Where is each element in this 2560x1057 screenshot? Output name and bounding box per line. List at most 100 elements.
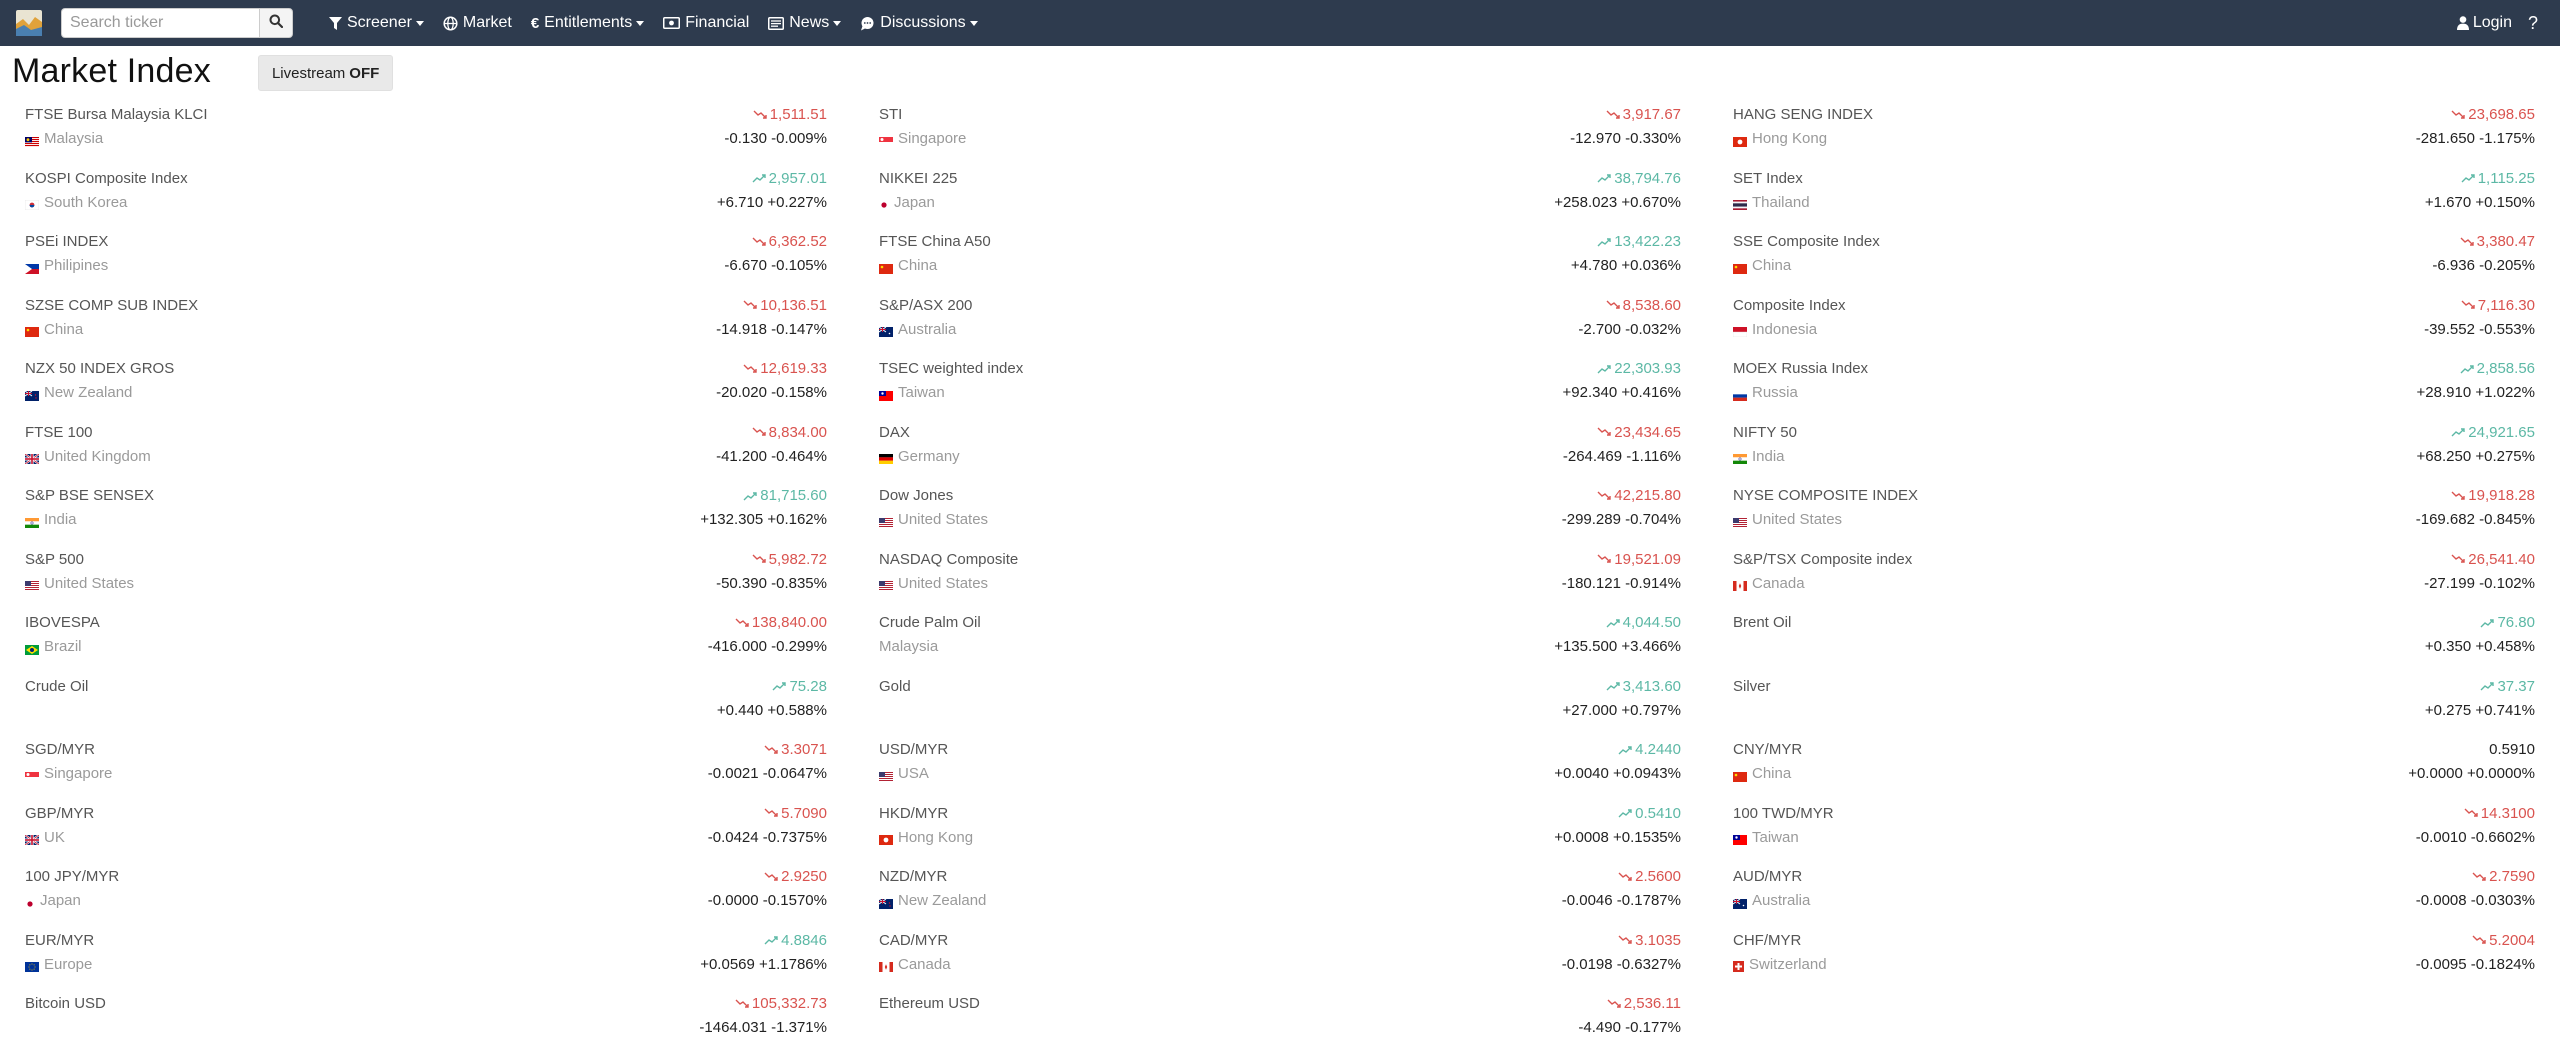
market-name[interactable]: Crude Oil — [25, 677, 89, 695]
market-item[interactable]: S&P/ASX 200 Australia 8,538.60 -2.700 -0.03… — [878, 295, 1681, 359]
market-name[interactable]: NIKKEI 225 — [879, 169, 958, 187]
market-item[interactable]: Brent Oil 76.80 +0.350 +0.458% — [1733, 612, 2535, 676]
market-item[interactable]: Silver 37.37 +0.275 +0.741% — [1733, 676, 2535, 740]
livestream-toggle[interactable]: Livestream OFF — [257, 55, 394, 91]
market-name[interactable]: MOEX Russia Index — [1733, 360, 1869, 377]
market-name[interactable]: NIFTY 50 — [1733, 423, 1797, 441]
market-item[interactable]: FTSE China A50 China 13,422.23 +4.780 +0.03… — [879, 231, 1681, 295]
market-name[interactable]: Brent Oil — [1733, 614, 1792, 631]
market-item[interactable]: MOEX Russia Index Russia 2,858.56 +28.910 +… — [1733, 358, 2535, 422]
market-item[interactable]: SSE Composite Index China 3,380.47 -6.936 -… — [1733, 231, 2535, 295]
market-name[interactable]: PSEi INDEX — [25, 233, 109, 250]
market-name[interactable]: SSE Composite Index — [1733, 233, 1880, 250]
market-name[interactable]: HANG SENG INDEX — [1733, 106, 1874, 123]
market-item[interactable]: EUR/MYR Europe 4.8846 +0.0569 +1.1786% — [25, 930, 827, 994]
market-item[interactable]: NYSE COMPOSITE INDEX United States 19,918.… — [1733, 485, 2535, 549]
nav-discussions[interactable]: Discussions — [860, 0, 978, 46]
market-name[interactable]: Bitcoin USD — [25, 995, 106, 1012]
market-name[interactable]: 100 TWD/MYR — [1733, 804, 1834, 822]
market-item[interactable]: Crude Oil 75.28 +0.440 +0.588% — [25, 676, 827, 740]
search-button[interactable] — [259, 8, 293, 38]
market-item[interactable]: CHF/MYR Switzerland 5.2004 -0.0095 -0.1824% — [1733, 930, 2535, 994]
market-item[interactable]: USD/MYR USA 4.2440 +0.0040 +0.0943% — [879, 739, 1681, 803]
market-name[interactable]: CAD/MYR — [879, 931, 949, 949]
market-item[interactable]: DAX Germany 23,434.65 -264.469 -1.116% — [879, 422, 1681, 486]
market-item[interactable]: HKD/MYR Hong Kong 0.5410 +0.0008 +0.1535% — [879, 803, 1681, 867]
market-name[interactable]: NYSE COMPOSITE INDEX — [1733, 487, 1919, 504]
market-item[interactable]: PSEi INDEX Philipines 6,362.52 -6.670 -0.10… — [25, 231, 827, 295]
market-item[interactable]: S&P 500 United States 5,982.72 -50.390 -0.8… — [25, 549, 827, 613]
market-item[interactable]: 100 JPY/MYR Japan 2.9250 -0.0000 -0.1570% — [25, 866, 827, 930]
market-name[interactable]: GBP/MYR — [25, 804, 95, 822]
market-item[interactable]: Crude Palm Oil Malaysia 4,044.50 +135.500 +… — [879, 612, 1681, 676]
market-item[interactable]: Bitcoin USD 105,332.73 -1464.031 -1.371% — [25, 993, 827, 1057]
market-name[interactable]: FTSE 100 — [25, 423, 93, 441]
market-item[interactable]: NIKKEI 225 Japan 38,794.76 +258.023 +0.670% — [879, 168, 1681, 232]
nav-financial[interactable]: Financial — [663, 0, 749, 46]
market-item[interactable]: NZD/MYR New Zealand 2.5600 -0.0046 -0.1787% — [878, 866, 1681, 930]
search-input[interactable] — [61, 8, 259, 38]
market-item[interactable]: Ethereum USD 2,536.11 -4.490 -0.177% — [879, 993, 1681, 1057]
login-link[interactable]: Login — [2456, 14, 2512, 32]
market-name[interactable]: Silver — [1733, 677, 1771, 695]
market-item[interactable]: S&P/TSX Composite index Canada 26,541.40 -2… — [1733, 549, 2535, 613]
nav-news[interactable]: News — [768, 0, 842, 46]
site-logo[interactable] — [16, 10, 42, 36]
market-item[interactable]: 100 TWD/MYR Taiwan 14.3100 -0.0010 -0.6602% — [1733, 803, 2535, 867]
market-name[interactable]: IBOVESPA — [25, 614, 100, 631]
market-name[interactable]: S&P 500 — [25, 550, 84, 568]
market-item[interactable]: CAD/MYR Canada 3.1035 -0.0198 -0.6327% — [879, 930, 1681, 994]
market-name[interactable]: 100 JPY/MYR — [25, 868, 120, 885]
market-item[interactable]: S&P BSE SENSEX India 81,715.60 +132.305 +0.… — [25, 485, 827, 549]
market-name[interactable]: AUD/MYR — [1733, 868, 1803, 885]
market-item[interactable]: Dow Jones United States 42,215.80 -299.289 … — [879, 485, 1681, 549]
market-name[interactable]: USD/MYR — [879, 741, 949, 758]
market-item[interactable]: CNY/MYR China 0.5910 +0.0000 +0.0000% — [1733, 739, 2535, 803]
market-item[interactable]: GBP/MYR UK 5.7090 -0.0424 -0.7375% — [24, 803, 827, 867]
market-item[interactable]: FTSE 100 United Kingdom 8,834.00 -41.200 -0… — [24, 422, 827, 486]
market-name[interactable]: Ethereum USD — [879, 995, 980, 1012]
market-name[interactable]: FTSE Bursa Malaysia KLCI — [25, 106, 208, 123]
market-name[interactable]: CNY/MYR — [1733, 741, 1803, 758]
market-name[interactable]: S&P/TSX Composite index — [1733, 550, 1913, 568]
market-name[interactable]: DAX — [879, 423, 910, 441]
market-item[interactable]: AUD/MYR Australia 2.7590 -0.0008 -0.0303% — [1732, 866, 2535, 930]
market-item[interactable]: Gold 3,413.60 +27.000 +0.797% — [879, 676, 1681, 740]
market-item[interactable]: NASDAQ Composite United States 19,521.09 -1… — [879, 549, 1681, 613]
market-name[interactable]: Dow Jones — [879, 487, 954, 504]
market-item[interactable]: IBOVESPA Brazil 138,840.00 -416.000 -0.299% — [25, 612, 827, 676]
market-name[interactable]: Gold — [879, 677, 911, 695]
market-item[interactable]: SET Index Thailand 1,115.25 +1.670 +0.150% — [1733, 168, 2535, 232]
market-name[interactable]: NZX 50 INDEX GROS — [25, 360, 175, 377]
market-item[interactable]: NZX 50 INDEX GROS New Zealand 12,619.33 -20… — [24, 358, 827, 422]
market-item[interactable]: STI Singapore 3,917.67 -12.970 -0.330% — [879, 104, 1681, 168]
help-icon[interactable]: ? — [2527, 12, 2538, 33]
market-name[interactable]: S&P/ASX 200 — [879, 296, 973, 314]
market-name[interactable]: Crude Palm Oil — [879, 614, 981, 631]
market-name[interactable]: KOSPI Composite Index — [25, 169, 188, 187]
market-name[interactable]: HKD/MYR — [879, 804, 949, 822]
market-item[interactable]: KOSPI Composite Index South Korea 2,957.01… — [24, 168, 827, 232]
market-name[interactable]: SZSE COMP SUB INDEX — [25, 296, 199, 314]
market-item[interactable]: SZSE COMP SUB INDEX China 10,136.51 -14.918… — [25, 295, 827, 359]
market-name[interactable]: FTSE China A50 — [879, 233, 991, 250]
market-item[interactable]: SGD/MYR Singapore 3.3071 -0.0021 -0.0647% — [25, 739, 827, 803]
market-name[interactable]: S&P BSE SENSEX — [25, 487, 154, 504]
market-name[interactable]: SGD/MYR — [25, 741, 96, 758]
market-item[interactable]: HANG SENG INDEX Hong Kong 23,698.65 -281.65… — [1733, 104, 2535, 168]
market-item[interactable]: Composite Index Indonesia 7,116.30 -39.552 … — [1732, 295, 2535, 359]
market-name[interactable]: EUR/MYR — [25, 931, 95, 949]
market-name[interactable]: NZD/MYR — [879, 868, 948, 885]
market-name[interactable]: TSEC weighted index — [879, 360, 1024, 377]
nav-market[interactable]: Market — [443, 0, 512, 46]
market-name[interactable]: STI — [879, 106, 903, 123]
market-name[interactable]: NASDAQ Composite — [879, 550, 1019, 568]
market-item[interactable]: NIFTY 50 India 24,921.65 +68.250 +0.275% — [1733, 422, 2535, 486]
nav-screener[interactable]: Screener — [329, 0, 424, 46]
market-item[interactable]: FTSE Bursa Malaysia KLCI Malaysia 1,511.51… — [25, 104, 827, 168]
nav-entitlements[interactable]: € Entitlements — [531, 0, 645, 46]
market-name[interactable]: SET Index — [1733, 169, 1803, 187]
market-name[interactable]: Composite Index — [1733, 296, 1846, 314]
market-name[interactable]: CHF/MYR — [1733, 931, 1802, 949]
market-item[interactable]: TSEC weighted index Taiwan 22,303.93 +92.34… — [879, 358, 1681, 422]
